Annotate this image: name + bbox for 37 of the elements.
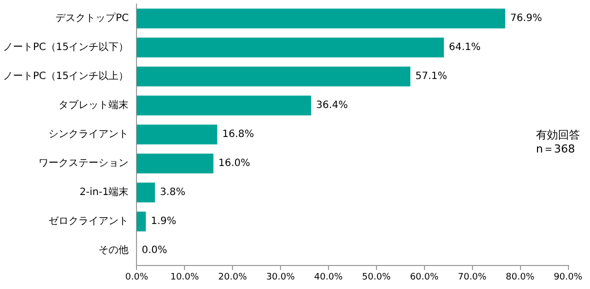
x-tick-label: 30.0% (266, 272, 296, 282)
x-tick-label: 20.0% (218, 272, 248, 282)
y-tick-label: ワークステーション (38, 158, 129, 169)
x-tick-label: 0.0% (125, 272, 149, 282)
y-tick-label: デスクトップPC (56, 12, 129, 24)
x-tick-label: 90.0% (554, 272, 583, 282)
x-tick-label: 70.0% (458, 272, 487, 282)
data-label: 76.9% (510, 13, 542, 24)
x-tick-label: 60.0% (410, 272, 439, 282)
data-label: 1.9% (150, 216, 176, 227)
data-label: 3.8% (160, 187, 186, 198)
y-tick-label: シンクライアント (48, 129, 129, 140)
x-tick-label: 50.0% (362, 272, 392, 282)
data-label: 36.4% (316, 100, 348, 111)
y-tick-label: ノートPC（15インチ以下） (2, 41, 129, 53)
bar (136, 38, 444, 58)
bar (136, 96, 312, 116)
y-tick-label: ノートPC（15インチ以上） (2, 70, 129, 82)
x-tick-label: 10.0% (170, 272, 200, 282)
bar (136, 66, 410, 86)
data-label: 0.0% (142, 245, 168, 256)
y-tick-label: その他 (98, 244, 129, 256)
annotation: 有効回答 n＝368 (536, 128, 580, 156)
bar (136, 124, 218, 144)
x-tick-label: 80.0% (506, 272, 535, 282)
y-tick-label: ゼロクライアント (48, 216, 129, 227)
bar (136, 212, 146, 232)
data-label: 16.0% (218, 158, 250, 169)
bar (136, 8, 506, 28)
y-tick-label: タブレット端末 (58, 99, 129, 111)
y-tick-label: 2-in-1端末 (80, 186, 129, 198)
data-label: 16.8% (222, 129, 254, 140)
data-label: 64.1% (448, 42, 481, 53)
bar (136, 154, 214, 174)
data-label: 57.1% (415, 71, 448, 82)
bar (136, 182, 155, 202)
x-tick-label: 40.0% (314, 272, 344, 282)
